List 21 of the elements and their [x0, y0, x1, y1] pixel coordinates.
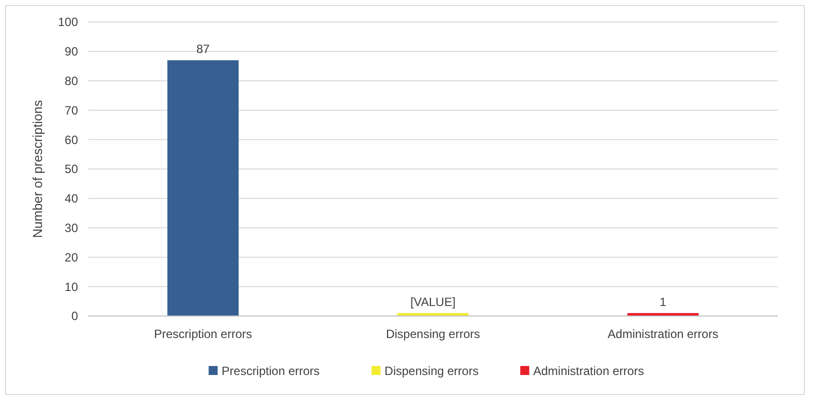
y-tick-label: 90: [64, 44, 78, 59]
data-label: 1: [660, 295, 667, 310]
y-tick-label: 60: [64, 132, 78, 147]
y-tick-label: 30: [64, 221, 78, 235]
y-tick-label: 80: [64, 74, 78, 88]
y-tick-label: 20: [64, 250, 78, 264]
legend-label: Administration errors: [533, 364, 644, 378]
x-tick-label: Dispensing errors: [386, 327, 480, 341]
y-tick-label: 40: [64, 192, 78, 206]
legend-label: Prescription errors: [222, 364, 320, 378]
legend-label: Dispensing errors: [384, 364, 479, 378]
data-label: 87: [196, 42, 210, 56]
y-tick-label: 70: [64, 103, 78, 118]
y-tick-label: 0: [71, 309, 78, 324]
x-tick-label: Administration errors: [608, 327, 718, 341]
y-tick-label: 50: [64, 162, 78, 176]
y-tick-label: 10: [64, 280, 78, 294]
y-axis-title: Number of prescriptions: [30, 100, 45, 238]
data-label: [VALUE]: [410, 295, 456, 310]
y-tick-label: 100: [58, 15, 78, 30]
x-tick-label: Prescription errors: [154, 327, 252, 341]
